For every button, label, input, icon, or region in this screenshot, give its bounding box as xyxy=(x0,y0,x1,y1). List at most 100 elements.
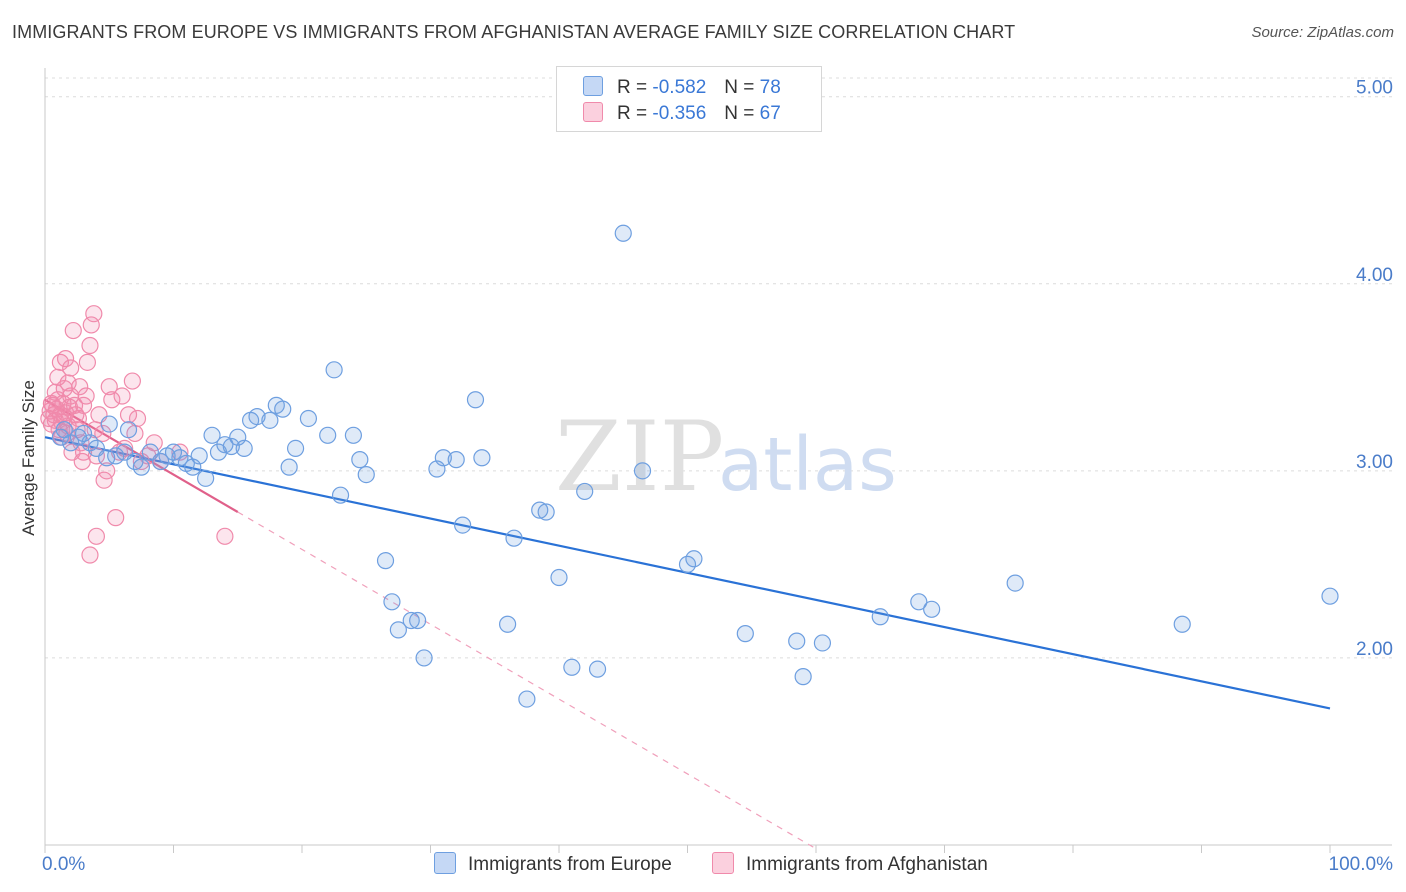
europe-point xyxy=(531,501,549,519)
afghanistan-point xyxy=(67,406,85,424)
afghanistan-point xyxy=(87,527,106,545)
afghanistan-point xyxy=(73,452,91,471)
y-tick-label: 3.00 xyxy=(1356,452,1393,473)
europe-point xyxy=(119,421,138,439)
europe-point xyxy=(447,451,465,469)
europe-point xyxy=(685,550,703,568)
europe-r-value: -0.582 xyxy=(652,77,707,98)
y-tick-label: 5.00 xyxy=(1356,78,1393,99)
europe-point xyxy=(357,465,375,484)
afghanistan-point xyxy=(123,372,141,390)
axis-labels: 2.00 3.00 4.00 5.00 0.0% 100.0% Average Family… xyxy=(19,78,1393,875)
afghanistan-trend-extension xyxy=(237,511,817,850)
europe-point xyxy=(325,361,343,379)
europe-point xyxy=(588,660,607,678)
y-tick-label: 4.00 xyxy=(1356,265,1393,286)
chart-title: IMMIGRANTS FROM EUROPE VS IMMIGRANTS FRO… xyxy=(12,22,1016,42)
afghanistan-point xyxy=(55,379,73,398)
europe-point xyxy=(1006,574,1024,592)
europe-point xyxy=(74,424,93,443)
grid-lines xyxy=(45,77,1392,659)
europe-point xyxy=(454,516,472,534)
europe-point xyxy=(871,608,889,626)
europe-point xyxy=(736,625,754,643)
europe-point xyxy=(499,615,517,633)
europe-point xyxy=(280,458,298,476)
europe-point xyxy=(910,593,928,611)
afghanistan-point xyxy=(42,394,61,413)
y-tick-label: 2.00 xyxy=(1356,639,1393,660)
europe-legend-swatch xyxy=(434,852,456,874)
europe-point xyxy=(222,437,240,456)
europe-point xyxy=(274,400,292,418)
europe-point xyxy=(563,658,581,676)
europe-point xyxy=(466,391,485,409)
europe-point xyxy=(351,451,369,469)
europe-legend-label: Immigrants from Europe xyxy=(468,854,672,875)
europe-point xyxy=(286,439,305,458)
europe-points xyxy=(51,224,1339,708)
afghanistan-point xyxy=(46,383,64,401)
europe-point xyxy=(1173,615,1191,633)
watermark: ZIP atlas xyxy=(555,401,897,513)
europe-point xyxy=(518,690,536,708)
legend-item-afghanistan[interactable]: Immigrants from Afghanistan xyxy=(712,852,988,876)
europe-point xyxy=(788,632,806,650)
europe-point xyxy=(376,552,395,570)
europe-point xyxy=(107,447,125,465)
x-tick-label-start: 0.0% xyxy=(42,854,85,875)
europe-point xyxy=(550,568,568,587)
europe-point xyxy=(216,436,234,454)
europe-point xyxy=(248,408,266,426)
europe-point xyxy=(299,409,318,428)
afghanistan-legend-label: Immigrants from Afghanistan xyxy=(746,854,988,875)
europe-point xyxy=(813,634,832,652)
afghanistan-point xyxy=(71,378,89,396)
afghanistan-point xyxy=(81,336,99,355)
afghanistan-point xyxy=(64,321,82,340)
axes xyxy=(44,68,1392,853)
afghanistan-point xyxy=(100,378,118,396)
correlation-legend: R = -0.582 N = 78 R = -0.356 N = 67 xyxy=(556,66,822,132)
afghanistan-point xyxy=(103,391,121,409)
europe-point xyxy=(794,668,812,686)
europe-n-value: 78 xyxy=(759,77,781,98)
europe-point xyxy=(409,611,427,630)
afghanistan-r-value: -0.356 xyxy=(652,103,707,124)
source-credit: Source: ZipAtlas.com xyxy=(1251,24,1394,41)
afghanistan-point xyxy=(98,462,116,480)
europe-point xyxy=(505,529,523,547)
afghanistan-n-value: 67 xyxy=(759,103,781,124)
europe-swatch xyxy=(583,76,603,96)
europe-point xyxy=(331,486,350,504)
europe-point xyxy=(152,452,170,471)
legend-row-afghanistan: R = -0.356 N = 67 xyxy=(583,102,781,126)
europe-point xyxy=(473,449,491,467)
watermark-atlas: atlas xyxy=(718,422,897,508)
europe-point xyxy=(261,411,279,429)
afghanistan-point xyxy=(145,434,163,452)
afghanistan-point xyxy=(81,546,99,564)
n-label: N = xyxy=(724,77,755,98)
afghanistan-point xyxy=(62,359,80,377)
afghanistan-point xyxy=(56,350,75,368)
europe-point xyxy=(319,426,337,444)
r-label: R = xyxy=(617,103,648,124)
europe-point xyxy=(383,593,401,611)
afghanistan-swatch xyxy=(583,102,603,122)
afghanistan-point xyxy=(216,527,234,545)
europe-point xyxy=(203,426,221,444)
europe-point xyxy=(100,415,118,433)
europe-point xyxy=(190,447,208,465)
europe-point xyxy=(235,439,253,458)
europe-point xyxy=(614,224,632,242)
afghanistan-point xyxy=(119,406,138,424)
europe-point xyxy=(402,611,420,630)
afghanistan-legend-swatch xyxy=(712,852,734,874)
afghanistan-point xyxy=(78,353,97,371)
europe-point xyxy=(197,469,215,487)
legend-item-europe[interactable]: Immigrants from Europe xyxy=(434,852,672,876)
europe-point xyxy=(576,482,594,501)
europe-point xyxy=(415,649,433,667)
